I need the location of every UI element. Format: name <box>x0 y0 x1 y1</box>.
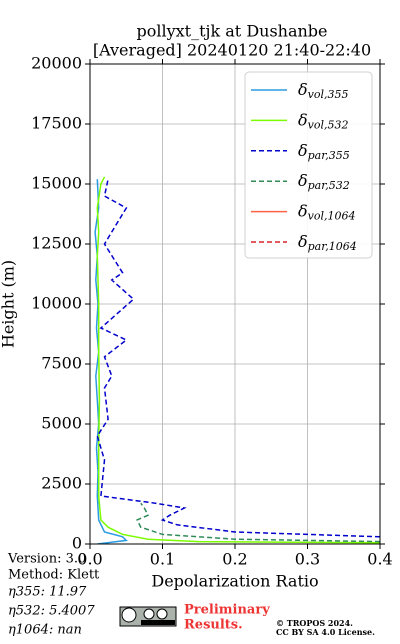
legend: δvol,355 δvol,532 δpar,355 δpar,532 δvol,106… <box>244 71 373 259</box>
y-tick-label: 2500 <box>41 474 82 493</box>
profile-line <box>96 176 380 544</box>
info-text: Method: Klett <box>8 568 100 583</box>
legend-label: δvol,532 <box>298 110 349 131</box>
y-axis-label: Height (m) <box>0 260 18 348</box>
notice: Results. <box>184 618 243 633</box>
copyright: © TROPOS 2024. <box>276 618 353 628</box>
legend-label: δpar,355 <box>298 140 350 162</box>
info-text: Version: 3.0 <box>7 552 86 567</box>
x-tick-label: 0.4 <box>367 550 392 569</box>
y-tick-label: 0 <box>72 534 82 553</box>
axes-frame <box>89 63 381 545</box>
y-tick-label: 10000 <box>31 294 82 313</box>
profile-line <box>136 502 380 543</box>
info-text: η355: 11.97 <box>8 585 87 600</box>
plot-area <box>94 176 380 544</box>
x-axis-label: Depolarization Ratio <box>151 572 318 591</box>
x-tick-label: 0.2 <box>222 550 247 569</box>
profile-line <box>96 179 380 538</box>
x-tick-label: 0.1 <box>150 550 175 569</box>
cc-logo <box>119 606 177 627</box>
x-tick-label: 0.0 <box>77 550 102 569</box>
legend-label: δvol,1064 <box>298 201 356 223</box>
y-tick-label: 20000 <box>31 54 82 73</box>
info-text: η1064: nan <box>8 623 82 638</box>
x-tick-label: 0.3 <box>295 550 320 569</box>
y-tick-label: 12500 <box>31 234 82 253</box>
chart-title: pollyxt_tjk at Dushanbe <box>136 22 327 41</box>
legend-label: δpar,532 <box>298 171 350 193</box>
copyright: CC BY SA 4.0 License. <box>276 627 375 637</box>
y-tick-label: 17500 <box>31 114 82 133</box>
profile-line <box>94 179 128 544</box>
info-text: η532: 5.4007 <box>8 604 95 619</box>
y-tick-label: 15000 <box>31 174 82 193</box>
y-tick-label: 7500 <box>41 354 82 373</box>
y-tick-label: 5000 <box>41 414 82 433</box>
legend-label: δvol,355 <box>298 80 349 102</box>
legend-label: δpar,1064 <box>298 232 357 254</box>
chart-title: [Averaged] 20240120 21:40-22:40 <box>93 41 371 60</box>
notice: Preliminary <box>184 603 270 618</box>
